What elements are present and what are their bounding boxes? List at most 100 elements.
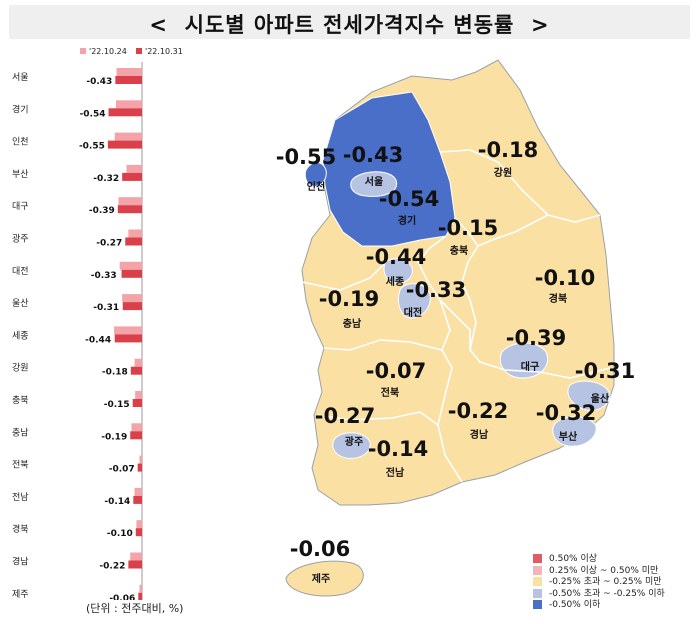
- legend-item: -0.25% 초과 ~ 0.25% 미만: [533, 574, 662, 587]
- legend-item: 0.50% 이상: [533, 551, 597, 564]
- bar-curr: [125, 237, 142, 246]
- category-label: 제주: [12, 589, 29, 600]
- bar-value-label: -0.19: [101, 432, 127, 442]
- map-region-gwangju: [332, 432, 371, 459]
- bar-prev: [122, 294, 142, 303]
- title-suffix: >: [530, 13, 550, 37]
- bar-curr: [122, 302, 142, 311]
- bar-value-label: -0.14: [104, 497, 130, 507]
- category-label: 충북: [12, 395, 29, 406]
- category-label: 경북: [12, 523, 29, 535]
- province-borders: [301, 149, 611, 483]
- bar-prev: [136, 520, 142, 529]
- bar-curr: [108, 108, 142, 117]
- legend-swatch: [533, 565, 542, 575]
- map-region-name: 울산: [591, 392, 610, 405]
- legend-label-prev: '22.10.24: [89, 47, 127, 56]
- bar-curr: [130, 431, 142, 440]
- map-region-name: 경북: [549, 292, 567, 305]
- bar-curr: [135, 528, 142, 537]
- bar-prev: [128, 229, 142, 238]
- bar-curr: [114, 334, 142, 343]
- weekly-change-bar-chart: '22.10.24 '22.10.31 서울 -0.43 경기 -0.54 인천 -0.55 부…: [12, 47, 183, 600]
- title-prefix: <: [149, 13, 168, 37]
- bar-value-label: -0.06: [109, 594, 135, 600]
- map-region-name: 대구: [521, 360, 539, 373]
- bar-value-label: -0.54: [80, 109, 106, 119]
- legend-swatch: [533, 554, 542, 563]
- bar-value-label: -0.22: [99, 562, 125, 572]
- legend-label: 0.25% 이상 ~ 0.50% 미만: [549, 565, 659, 576]
- legend-item: 0.25% 이상 ~ 0.50% 미만: [533, 563, 658, 576]
- map-value-label: -0.27: [315, 404, 376, 428]
- map-region-name: 세종: [386, 275, 404, 288]
- map-value-label: -0.19: [319, 287, 380, 311]
- map-region-seoul: [350, 171, 398, 197]
- bar-curr: [132, 399, 142, 407]
- bar-value-label: -0.32: [93, 174, 119, 184]
- bar-curr: [128, 560, 142, 569]
- category-label: 울산: [12, 298, 29, 309]
- map-region-gyeonggi: [322, 91, 456, 247]
- map-value-label: -0.14: [368, 437, 429, 461]
- map-region-name: 인천: [307, 180, 325, 193]
- map-value-label: -0.07: [366, 359, 427, 383]
- legend-label: -0.50% 이하: [549, 600, 601, 610]
- map-value-label: -0.31: [575, 359, 636, 383]
- map-value-label: -0.32: [536, 401, 597, 425]
- legend-swatch-prev: [80, 48, 86, 54]
- bar-prev: [126, 164, 142, 173]
- category-label: 광주: [12, 233, 29, 245]
- map-value-label: -0.55: [276, 145, 337, 169]
- bar-prev: [114, 326, 142, 335]
- map-value-label: -0.43: [343, 143, 404, 167]
- category-label: 세종: [12, 330, 29, 341]
- bar-prev: [114, 132, 142, 141]
- category-label: 서울: [12, 72, 29, 83]
- category-label: 인천: [12, 137, 29, 148]
- category-label: 충남: [12, 427, 29, 438]
- bar-prev: [118, 197, 142, 206]
- bar-value-label: -0.18: [102, 368, 128, 378]
- bar-curr: [121, 269, 142, 278]
- bar-prev: [119, 261, 142, 270]
- map-region-daejeon: [397, 283, 431, 319]
- unit-note: (단위 : 전주대비, %): [86, 602, 184, 615]
- map-value-label: -0.18: [478, 138, 539, 162]
- map-value-label: -0.22: [448, 399, 509, 423]
- map-value-label: -0.54: [379, 187, 440, 211]
- map-region-name: 부산: [559, 430, 578, 443]
- bar-value-label: -0.44: [85, 335, 111, 345]
- map-value-label: -0.15: [438, 216, 499, 240]
- chart-title: < 시도별 아파트 전세가격지수 변동률 >: [9, 9, 690, 39]
- category-label: 부산: [12, 169, 29, 180]
- bar-prev: [134, 487, 142, 496]
- bar-value-label: -0.07: [109, 465, 135, 475]
- legend-swatch: [533, 588, 542, 598]
- map-value-label: -0.06: [290, 537, 351, 561]
- map-value-label: -0.10: [535, 266, 596, 290]
- bar-value-label: -0.27: [96, 239, 122, 249]
- legend-item: -0.50% 초과 ~ -0.25% 이하: [533, 586, 665, 599]
- category-label: 강원: [12, 363, 29, 374]
- legend-swatch: [533, 577, 542, 586]
- map-region-incheon: [304, 162, 327, 187]
- legend-label: 0.50% 이상: [549, 554, 598, 564]
- bar-value-label: -0.43: [86, 77, 112, 87]
- title-main: 시도별 아파트 전세가격지수 변동률: [184, 13, 515, 37]
- map-region-sejong: [383, 258, 413, 284]
- bar-curr: [130, 366, 142, 375]
- legend-label: -0.25% 초과 ~ 0.25% 미만: [549, 577, 662, 587]
- bar-curr: [138, 592, 142, 600]
- legend-swatch: [533, 600, 542, 609]
- map-value-label: -0.33: [406, 278, 467, 302]
- map-region-name: 경기: [398, 214, 416, 227]
- bar-prev: [116, 68, 142, 76]
- bar-prev: [135, 391, 142, 399]
- bar-value-label: -0.33: [91, 271, 117, 281]
- bar-prev: [134, 358, 142, 367]
- legend-label: -0.50% 초과 ~ -0.25% 이하: [549, 588, 665, 599]
- map-region-name: 경남: [470, 428, 489, 441]
- legend-swatch-curr: [136, 48, 142, 54]
- bar-curr: [107, 140, 142, 149]
